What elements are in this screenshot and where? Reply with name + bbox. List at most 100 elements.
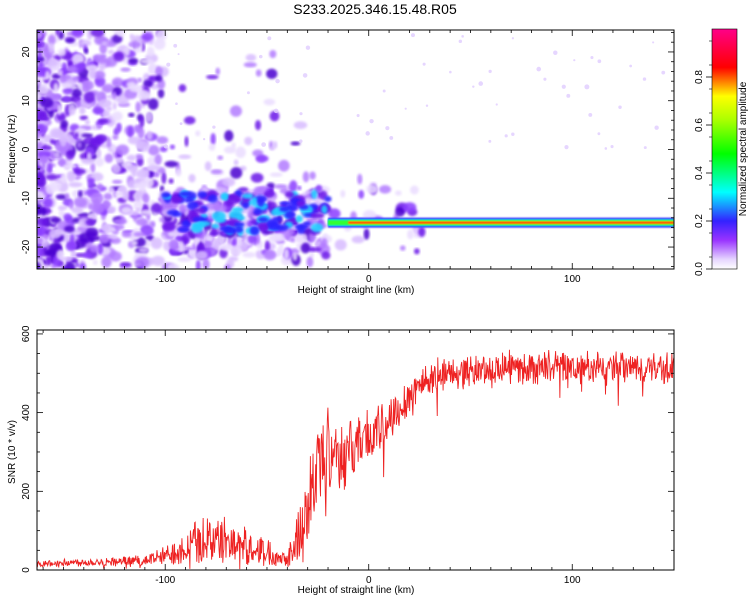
- heat-cell: [233, 159, 239, 166]
- heat-cell: [37, 191, 45, 201]
- heat-cell: [308, 247, 322, 252]
- heat-cell: [272, 141, 278, 149]
- heat-cell: [135, 153, 144, 160]
- heat-cell: [156, 136, 169, 145]
- snr-line: [37, 349, 674, 570]
- heat-cell: [37, 141, 43, 148]
- heat-cell: [92, 197, 101, 210]
- heat-cell: [95, 157, 105, 167]
- heat-cell: [101, 83, 115, 93]
- heat-cell: [70, 233, 75, 246]
- snr-x-tick-label: 100: [564, 575, 581, 586]
- heat-cell: [208, 143, 216, 151]
- heat-cell: [127, 112, 135, 118]
- heat-cell: [37, 33, 42, 40]
- heat-cell: [124, 47, 130, 56]
- heat-cell: [321, 205, 328, 214]
- heat-cell: [235, 146, 246, 159]
- heat-cell: [269, 172, 283, 177]
- heat-cell: [106, 136, 112, 148]
- heat-cell: [63, 164, 77, 169]
- heat-cell: [37, 245, 43, 258]
- colorbar-tick-label: 0.6: [694, 118, 705, 132]
- heat-cell: [56, 113, 66, 122]
- heat-cell: [184, 136, 189, 147]
- heat-cell: [126, 81, 136, 89]
- heat-cell: [113, 218, 128, 225]
- heat-cell: [369, 118, 374, 124]
- heat-cell: [272, 233, 285, 242]
- colorbar: 0.0 0.2 0.4 0.6 0.8 Normalized spectral ampl…: [694, 28, 749, 276]
- heat-cell: [210, 169, 223, 174]
- heat-cell: [618, 105, 622, 109]
- heat-cell: [81, 158, 96, 165]
- heat-cell: [131, 240, 138, 246]
- heat-cell: [39, 155, 49, 163]
- snr-y-tick-label: 400: [21, 404, 32, 421]
- heat-cell: [47, 109, 55, 119]
- heat-cell: [50, 217, 62, 224]
- heat-cell: [59, 158, 65, 167]
- heat-cell: [254, 233, 261, 245]
- heat-cell: [37, 132, 40, 140]
- heat-cell: [72, 53, 85, 65]
- heat-cell: [179, 191, 191, 197]
- heat-cell: [389, 136, 394, 140]
- heat-cell: [543, 77, 547, 81]
- heat-cell: [71, 89, 82, 98]
- heat-cell: [79, 262, 87, 269]
- heat-cell: [66, 65, 77, 73]
- colorbar-ticks: 0.0 0.2 0.4 0.6 0.8: [694, 40, 712, 276]
- heat-cell: [37, 203, 43, 216]
- heat-cell: [629, 64, 633, 68]
- heat-cell: [37, 42, 43, 47]
- heat-cell: [394, 207, 406, 217]
- heat-cell: [300, 242, 311, 254]
- heat-cell: [296, 200, 306, 207]
- heat-cell: [177, 227, 190, 233]
- heat-cell: [234, 221, 245, 227]
- heat-cell: [37, 150, 51, 158]
- heat-cell: [242, 202, 250, 209]
- snr-series: [37, 349, 674, 570]
- heat-cell: [311, 189, 318, 200]
- heat-cell: [195, 130, 201, 137]
- snr-panel: -100 0 100 0 200 400 600 Height of straight l…: [7, 325, 675, 596]
- heat-cell: [356, 113, 360, 118]
- spectrogram-heatmap: [37, 30, 674, 269]
- heat-cell: [255, 155, 269, 163]
- heat-cell: [242, 252, 256, 258]
- heat-cell: [146, 46, 155, 57]
- heat-cell: [136, 207, 141, 213]
- heat-cell: [315, 184, 323, 193]
- heat-cell: [84, 119, 90, 126]
- heat-cell: [208, 231, 220, 236]
- heat-cell: [495, 103, 498, 106]
- heat-cell: [305, 45, 311, 50]
- heat-cell: [269, 146, 275, 151]
- heat-cell: [299, 112, 303, 116]
- heat-cell: [37, 261, 41, 269]
- heat-cell: [151, 202, 162, 213]
- heat-cell: [155, 74, 163, 82]
- heat-cell: [178, 154, 192, 160]
- heat-cell: [214, 186, 228, 194]
- snr-y-tick-label: 0: [21, 567, 32, 573]
- heat-cell: [98, 98, 112, 109]
- heat-cell: [53, 82, 59, 94]
- snr-x-label: Height of straight line (km): [298, 585, 415, 596]
- heat-cell: [65, 150, 75, 161]
- heat-cell: [250, 172, 264, 183]
- heat-cell: [45, 70, 50, 80]
- heat-cell: [73, 168, 86, 175]
- heat-cell: [229, 105, 242, 117]
- heat-cell: [236, 215, 246, 221]
- heat-cell: [193, 207, 206, 214]
- heat-cell: [101, 109, 111, 118]
- heat-cell: [92, 107, 103, 115]
- heat-cell: [146, 164, 161, 172]
- heat-cell: [76, 100, 81, 109]
- heat-cell: [135, 101, 141, 113]
- colorbar-tick-label: 0.8: [694, 70, 705, 84]
- heat-cell: [48, 42, 55, 54]
